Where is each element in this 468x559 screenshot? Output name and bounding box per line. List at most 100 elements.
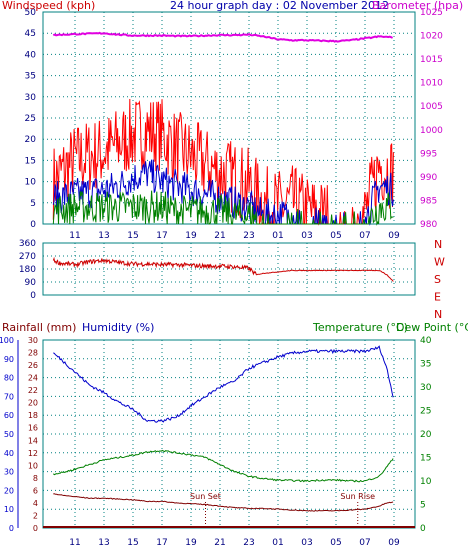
wind-y-tick-label: 0 bbox=[30, 220, 36, 230]
rainfall-label: Rainfall (mm) bbox=[2, 321, 76, 334]
rain-y-tick-label: 2 bbox=[33, 511, 38, 520]
barometer-line bbox=[52, 31, 394, 43]
rain-y-tick-label: 30 bbox=[28, 336, 38, 345]
wind-y-tick-label: 35 bbox=[25, 72, 36, 82]
wind-y-tick-label: 40 bbox=[25, 50, 37, 60]
temp-x-tick-label: 23 bbox=[243, 538, 254, 548]
wind-x-tick-label: 05 bbox=[330, 231, 341, 241]
humidity-y-tick-label: 20 bbox=[4, 486, 14, 495]
humidity-y-tick-label: 90 bbox=[4, 355, 14, 364]
temp-panel-frame bbox=[42, 339, 416, 529]
humidity-y-tick-label: 10 bbox=[4, 505, 14, 514]
wind-x-tick-label: 13 bbox=[98, 231, 109, 241]
temp-y-tick-label: 40 bbox=[420, 336, 432, 346]
rain-y-tick-label: 4 bbox=[33, 499, 38, 508]
wind-direction-line bbox=[52, 256, 394, 282]
rain-y-tick-label: 26 bbox=[28, 361, 38, 370]
wind-y-tick-label: 50 bbox=[25, 8, 37, 18]
compass-label: N bbox=[434, 238, 442, 251]
wind-x-tick-label: 03 bbox=[301, 231, 312, 241]
sunset-label: Sun Set bbox=[190, 492, 221, 501]
temp-x-tick-label: 13 bbox=[98, 538, 109, 548]
dir-y-tick-label: 270 bbox=[19, 252, 36, 262]
temp-x-tick-label: 17 bbox=[156, 538, 167, 548]
wind-y-tick-label: 30 bbox=[25, 93, 37, 103]
rain-y-tick-label: 6 bbox=[33, 486, 38, 495]
baro-y-tick-label: 1025 bbox=[420, 8, 443, 18]
temp-series bbox=[43, 345, 415, 528]
humidity-y-tick-label: 70 bbox=[4, 392, 14, 401]
baro-y-tick-label: 995 bbox=[420, 149, 437, 159]
wind-series-direction-avg bbox=[52, 190, 394, 226]
baro-y-tick-label: 990 bbox=[420, 173, 437, 183]
wind-x-tick-label: 07 bbox=[359, 231, 370, 241]
baro-y-tick-label: 1015 bbox=[420, 55, 443, 65]
baro-y-tick-label: 1000 bbox=[420, 126, 443, 136]
temp-y-tick-label: 30 bbox=[420, 383, 432, 393]
wind-x-tick-label: 21 bbox=[214, 231, 225, 241]
wind-x-tick-label: 11 bbox=[69, 231, 80, 241]
temp-x-tick-label: 11 bbox=[69, 538, 80, 548]
temp-x-tick-label: 15 bbox=[127, 538, 138, 548]
temp-y-tick-label: 20 bbox=[420, 430, 432, 440]
direction-series bbox=[52, 256, 394, 282]
dir-y-tick-label: 0 bbox=[30, 291, 36, 301]
wind-axes: 11 13 15 17 19 21 23 01 03 05 07 090510152025303540… bbox=[25, 8, 444, 241]
rain-y-tick-label: 20 bbox=[28, 399, 38, 408]
wind-y-tick-label: 10 bbox=[25, 178, 37, 188]
temperature-line bbox=[52, 449, 394, 483]
wind-y-tick-label: 5 bbox=[30, 199, 36, 209]
dew-point-label: Dew Point (°C) bbox=[396, 321, 468, 334]
wind-y-tick-label: 20 bbox=[25, 135, 37, 145]
baro-y-tick-label: 1005 bbox=[420, 102, 443, 112]
temp-x-tick-label: 07 bbox=[359, 538, 370, 548]
temp-x-tick-label: 19 bbox=[185, 538, 197, 548]
baro-y-tick-label: 985 bbox=[420, 196, 437, 206]
wind-x-tick-label: 15 bbox=[127, 231, 138, 241]
temp-x-tick-label: 09 bbox=[388, 538, 400, 548]
humidity-y-tick-label: 60 bbox=[4, 411, 14, 420]
wind-x-tick-label: 19 bbox=[185, 231, 197, 241]
temp-y-tick-label: 5 bbox=[420, 501, 426, 511]
baro-y-tick-label: 1010 bbox=[420, 79, 443, 89]
rain-y-tick-label: 12 bbox=[28, 449, 38, 458]
rain-y-tick-label: 14 bbox=[28, 436, 38, 445]
wind-x-tick-label: 01 bbox=[272, 231, 283, 241]
temp-y-tick-label: 10 bbox=[420, 477, 432, 487]
direction-panel-frame bbox=[42, 242, 416, 296]
dir-y-tick-label: 90 bbox=[25, 278, 37, 288]
dir-y-tick-label: 180 bbox=[19, 265, 36, 275]
rain-y-tick-label: 10 bbox=[28, 461, 38, 470]
compass-label: W bbox=[434, 256, 445, 269]
rain-y-tick-label: 18 bbox=[28, 411, 38, 420]
baro-y-tick-label: 980 bbox=[420, 220, 437, 230]
graph-title: 24 hour graph day : 02 November 2012 bbox=[170, 0, 389, 12]
windspeed-label: Windspeed (kph) bbox=[2, 0, 95, 12]
temperature-label: Temperature (°C) bbox=[312, 321, 408, 334]
compass-label: N bbox=[434, 308, 442, 321]
temp-y-tick-label: 0 bbox=[420, 524, 426, 534]
wind-y-tick-label: 25 bbox=[25, 114, 36, 124]
humidity-y-tick-label: 100 bbox=[0, 336, 14, 345]
sunrise-label: Sun Rise bbox=[340, 492, 375, 501]
compass-label: E bbox=[434, 291, 441, 304]
direction-grid bbox=[43, 242, 415, 296]
dir-y-tick-label: 360 bbox=[19, 239, 36, 249]
dew-point-line bbox=[53, 493, 394, 512]
temp-y-tick-label: 25 bbox=[420, 407, 431, 417]
humidity-y-tick-label: 50 bbox=[4, 430, 14, 439]
humidity-label: Humidity (%) bbox=[82, 321, 154, 334]
wind-series bbox=[52, 31, 394, 226]
rain-y-tick-label: 8 bbox=[33, 474, 38, 483]
temp-y-tick-label: 35 bbox=[420, 360, 431, 370]
rain-y-tick-label: 28 bbox=[28, 349, 38, 358]
temp-axes: 11 13 15 17 19 21 23 01 03 05 07 090102030405060708… bbox=[0, 336, 432, 548]
rain-y-tick-label: 16 bbox=[28, 424, 38, 433]
humidity-y-tick-label: 80 bbox=[4, 374, 14, 383]
humidity-y-tick-label: 30 bbox=[4, 468, 14, 477]
humidity-y-tick-label: 40 bbox=[4, 449, 14, 458]
wind-y-tick-label: 45 bbox=[25, 29, 36, 39]
compass-label: S bbox=[434, 273, 441, 286]
humidity-line bbox=[53, 345, 394, 423]
